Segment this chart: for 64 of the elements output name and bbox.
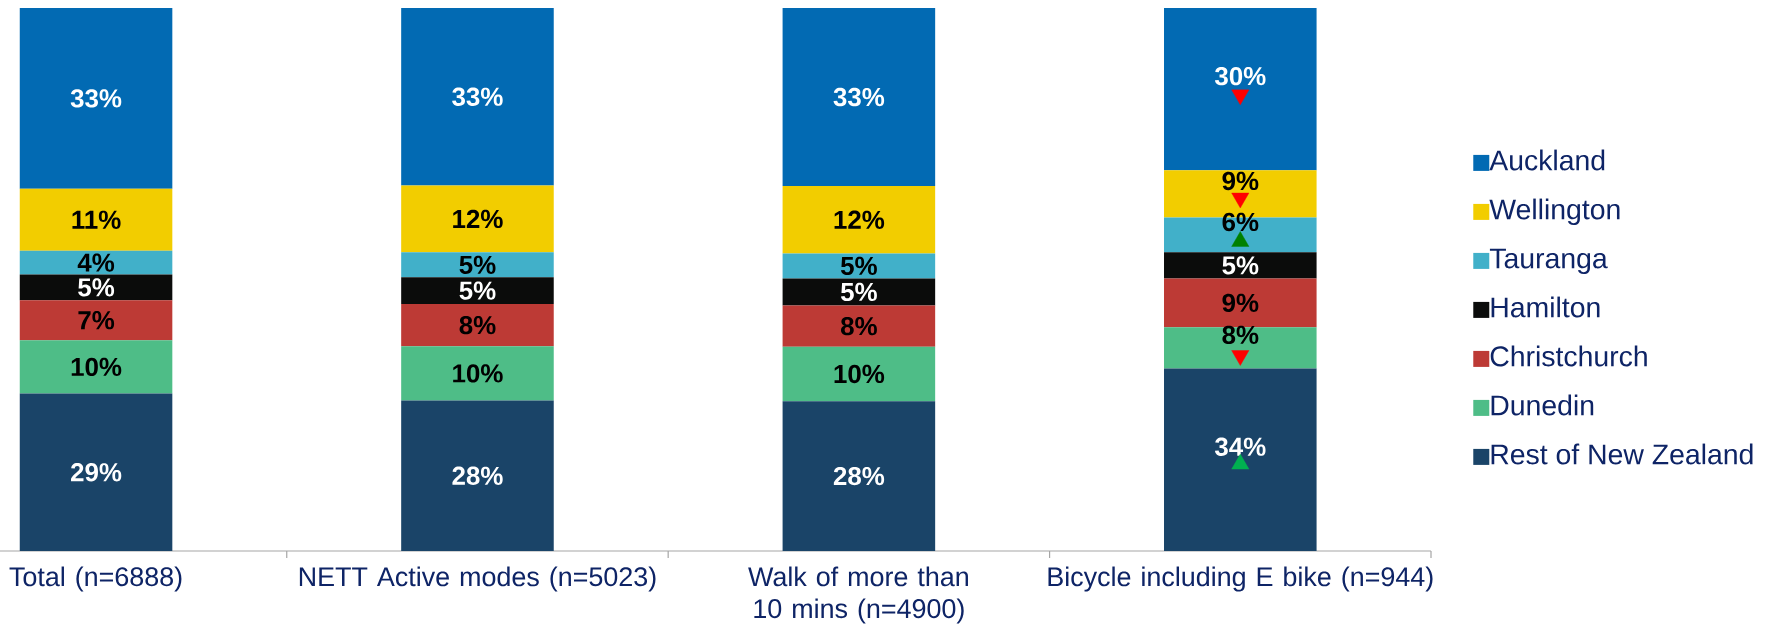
legend-label: Tauranga xyxy=(1489,248,1608,275)
data-label: 29% xyxy=(71,463,122,482)
data-label: 9% xyxy=(1222,171,1259,191)
bar xyxy=(19,250,173,275)
legend-label: Christchurch xyxy=(1490,345,1647,367)
legend-label: Rest of New Zealand xyxy=(1491,443,1753,465)
data-label: 33% xyxy=(452,87,503,106)
bar xyxy=(782,401,936,551)
bar xyxy=(782,305,936,347)
bar xyxy=(19,393,173,551)
data-label: 12% xyxy=(453,209,503,229)
data-label: 5% xyxy=(459,255,496,274)
data-label: 28% xyxy=(833,466,885,486)
bar xyxy=(401,185,554,253)
data-label: 7% xyxy=(78,311,115,330)
data-label: 28% xyxy=(452,466,503,485)
data-label: 5% xyxy=(1222,256,1259,275)
bar xyxy=(19,300,173,341)
data-label: 8% xyxy=(459,315,496,335)
bar xyxy=(782,7,936,187)
data-label: 5% xyxy=(840,256,877,276)
data-label: 33% xyxy=(70,89,122,108)
bar xyxy=(782,186,936,254)
bar xyxy=(1164,327,1317,369)
data-label: 4% xyxy=(77,253,115,272)
bar xyxy=(782,278,936,306)
data-label: 11% xyxy=(72,210,121,229)
x-tick-label: Total (n=6888) xyxy=(9,566,182,592)
bar xyxy=(782,253,936,279)
data-label: 8% xyxy=(840,317,877,336)
legend-label: Hamilton xyxy=(1491,296,1600,318)
data-label: 8% xyxy=(1222,325,1259,345)
bar xyxy=(19,188,173,251)
legend-label: Dunedin xyxy=(1491,394,1594,416)
bar xyxy=(401,7,554,186)
data-label: 6% xyxy=(1222,212,1259,232)
bar xyxy=(1164,368,1317,551)
legend-label: Wellington xyxy=(1489,198,1620,226)
bar xyxy=(401,277,554,304)
bar xyxy=(19,7,173,189)
bar xyxy=(401,252,554,278)
bar xyxy=(782,346,936,402)
x-tick-label: Walk of more than 10 mins (n=4900) xyxy=(748,566,968,624)
bar xyxy=(19,274,173,301)
legend-label: Auckland xyxy=(1489,149,1605,171)
data-label: 5% xyxy=(840,282,877,302)
data-label: 34% xyxy=(1214,437,1266,456)
bar xyxy=(19,340,173,394)
bar xyxy=(401,346,554,401)
data-label: 5% xyxy=(78,278,115,297)
bar xyxy=(401,400,554,551)
data-label: 33% xyxy=(833,87,885,107)
data-label: 12% xyxy=(834,210,885,229)
data-label: 10% xyxy=(453,364,503,383)
x-tick-label: NETT Active modes (n=5023) xyxy=(299,566,656,592)
data-label: 10% xyxy=(834,364,885,384)
data-label: 5% xyxy=(459,281,496,300)
bar xyxy=(1164,7,1317,171)
data-label: 30% xyxy=(1214,66,1266,86)
data-label: 10% xyxy=(71,357,122,377)
x-tick-label: Bicycle including E bike (n=944) xyxy=(1048,566,1433,592)
bar xyxy=(401,303,554,347)
data-label: 9% xyxy=(1222,293,1259,313)
bar xyxy=(1164,252,1317,279)
